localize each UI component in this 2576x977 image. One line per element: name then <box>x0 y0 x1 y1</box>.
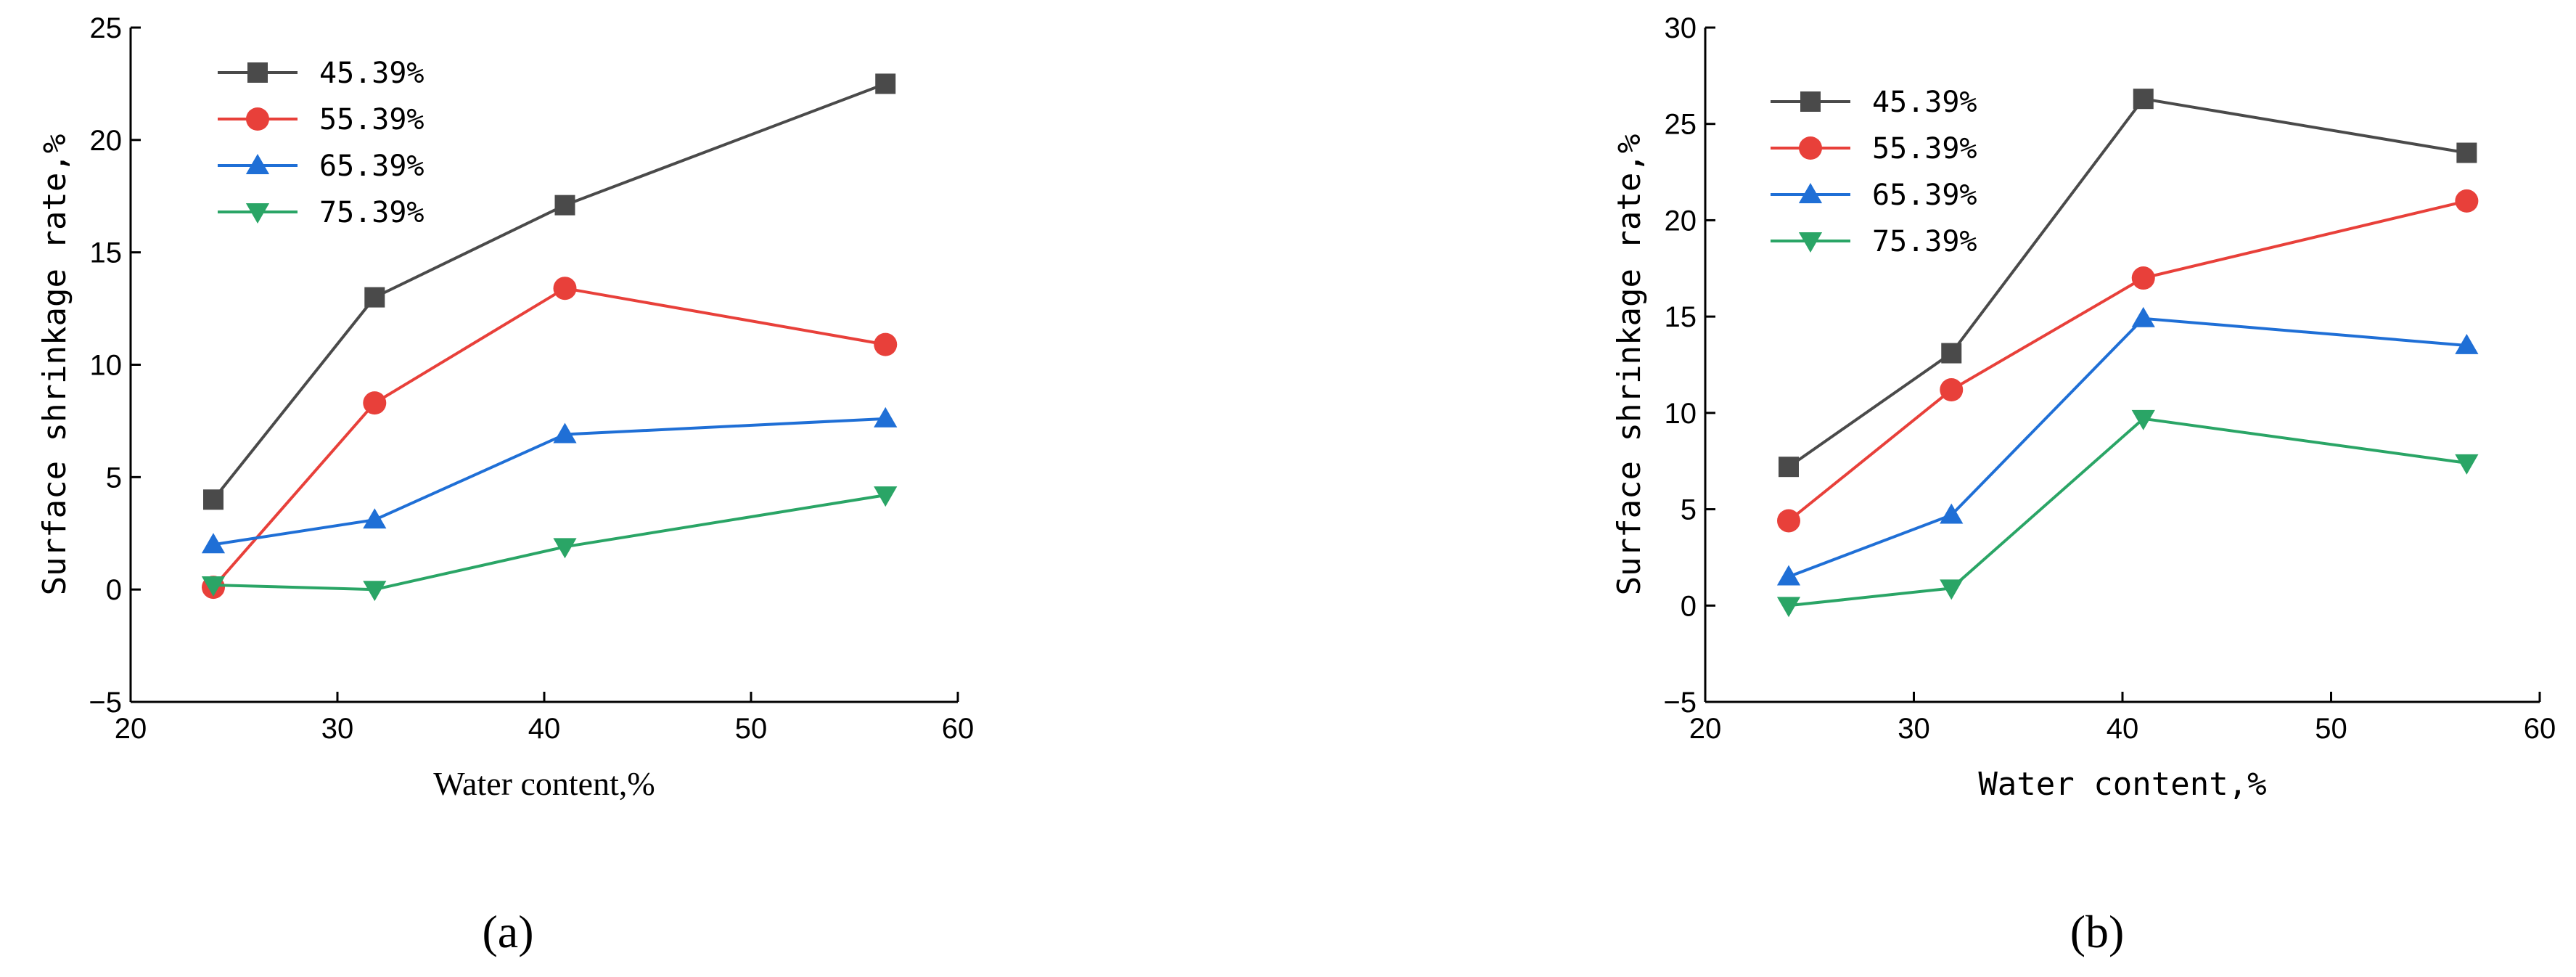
data-point <box>2133 89 2154 110</box>
series-55.39% <box>1777 189 2479 533</box>
data-point <box>553 277 577 301</box>
data-point <box>2455 333 2479 354</box>
data-point <box>363 581 387 602</box>
series-line <box>213 417 886 547</box>
data-point <box>2131 306 2155 327</box>
data-point <box>553 538 577 559</box>
data-point <box>874 332 898 356</box>
data-point <box>1776 597 1801 618</box>
legend-entry: 65.39% <box>1872 179 1977 212</box>
series-45.39% <box>203 73 896 510</box>
data-point <box>1776 565 1801 586</box>
legend-marker <box>1798 232 1823 253</box>
data-point <box>2131 409 2155 430</box>
data-point <box>364 287 385 308</box>
series-line <box>212 82 886 501</box>
series-line <box>1788 417 2467 608</box>
series-line <box>1787 199 2467 523</box>
y-axis-label: Surface shrinkage rate,% <box>1611 134 1648 596</box>
chart-panel-a: −5 0 5 10 15 20 25 20 30 40 50 60 Water content,% Sur… <box>36 12 974 957</box>
x-tick-label: 60 <box>2524 713 2556 745</box>
y-tick-label: −5 <box>1663 687 1697 719</box>
data-point <box>201 576 226 597</box>
legend-entry: 75.39% <box>1872 225 1977 258</box>
series-line <box>213 494 886 592</box>
y-tick-label: 0 <box>1681 590 1697 622</box>
x-tick-label: 30 <box>321 713 354 745</box>
y-tick-label: 0 <box>106 574 122 606</box>
x-tick-label: 50 <box>2315 713 2347 745</box>
legend-marker <box>1799 136 1822 160</box>
data-point <box>874 406 898 428</box>
series-65.39% <box>201 406 898 554</box>
series-75.39% <box>201 486 898 602</box>
x-tick-label: 60 <box>942 713 975 745</box>
data-point <box>363 391 387 415</box>
x-tick-label: 50 <box>735 713 768 745</box>
legend-marker <box>246 107 269 131</box>
series-45.39% <box>1779 89 2477 478</box>
legend-entry: 55.39% <box>319 103 424 136</box>
data-point <box>554 195 575 216</box>
legend-entry: 65.39% <box>319 150 424 183</box>
y-tick-label: 15 <box>1665 301 1697 333</box>
data-point <box>363 508 387 529</box>
legend-marker <box>245 154 270 174</box>
y-tick-label: 20 <box>1665 205 1697 237</box>
legend-marker <box>1800 91 1821 112</box>
x-tick-label: 30 <box>1898 713 1930 745</box>
legend-entry: 45.39% <box>1872 86 1977 119</box>
data-point <box>1941 343 1962 364</box>
data-point <box>201 533 226 554</box>
y-tick-label: 20 <box>90 125 123 157</box>
x-tick-label: 40 <box>528 713 561 745</box>
data-point <box>2455 454 2479 475</box>
legend-marker <box>1798 183 1823 203</box>
y-tick-label: 5 <box>1681 494 1697 526</box>
y-tick-label: 25 <box>1665 109 1697 141</box>
panel-label: (b) <box>2070 906 2125 957</box>
series-line <box>1788 316 2467 579</box>
data-point <box>1779 457 1799 478</box>
y-tick-label: 10 <box>90 350 123 382</box>
panel-label: (a) <box>482 906 533 957</box>
x-axis-label: Water content,% <box>433 765 655 802</box>
series-65.39% <box>1776 306 2479 586</box>
data-point <box>2455 189 2479 213</box>
data-point <box>2131 266 2155 290</box>
data-point <box>1777 509 1800 533</box>
legend-entry: 55.39% <box>1872 132 1977 165</box>
data-point <box>874 486 898 507</box>
legend-marker <box>245 203 270 224</box>
y-tick-label: −5 <box>89 687 122 719</box>
data-point <box>2456 142 2477 163</box>
x-axis-label: Water content,% <box>1978 766 2266 803</box>
y-axis-label: Surface shrinkage rate,% <box>36 134 73 596</box>
legend-entry: 75.39% <box>319 196 424 229</box>
data-point <box>875 73 896 94</box>
series-line <box>1787 97 2467 468</box>
y-tick-label: 30 <box>1665 12 1697 44</box>
series-75.39% <box>1776 409 2479 618</box>
y-tick-label: 5 <box>106 462 122 494</box>
y-tick-label: 10 <box>1665 398 1697 430</box>
y-tick-label: 15 <box>90 237 123 269</box>
x-tick-label: 20 <box>1689 713 1722 745</box>
data-point <box>1940 579 1964 600</box>
series-55.39% <box>202 277 898 600</box>
legend-marker <box>247 62 268 83</box>
data-point <box>1940 378 1964 402</box>
data-point <box>203 489 223 510</box>
legend-entry: 45.39% <box>319 57 424 90</box>
chart-panel-b: −5 0 5 10 15 20 25 30 20 30 40 50 60 Water content,% S… <box>1611 12 2556 957</box>
data-point <box>553 422 577 443</box>
y-tick-label: 25 <box>90 12 123 44</box>
series-line <box>212 287 886 589</box>
x-tick-label: 20 <box>115 713 147 745</box>
data-point <box>1940 503 1964 524</box>
x-tick-label: 40 <box>2107 713 2139 745</box>
